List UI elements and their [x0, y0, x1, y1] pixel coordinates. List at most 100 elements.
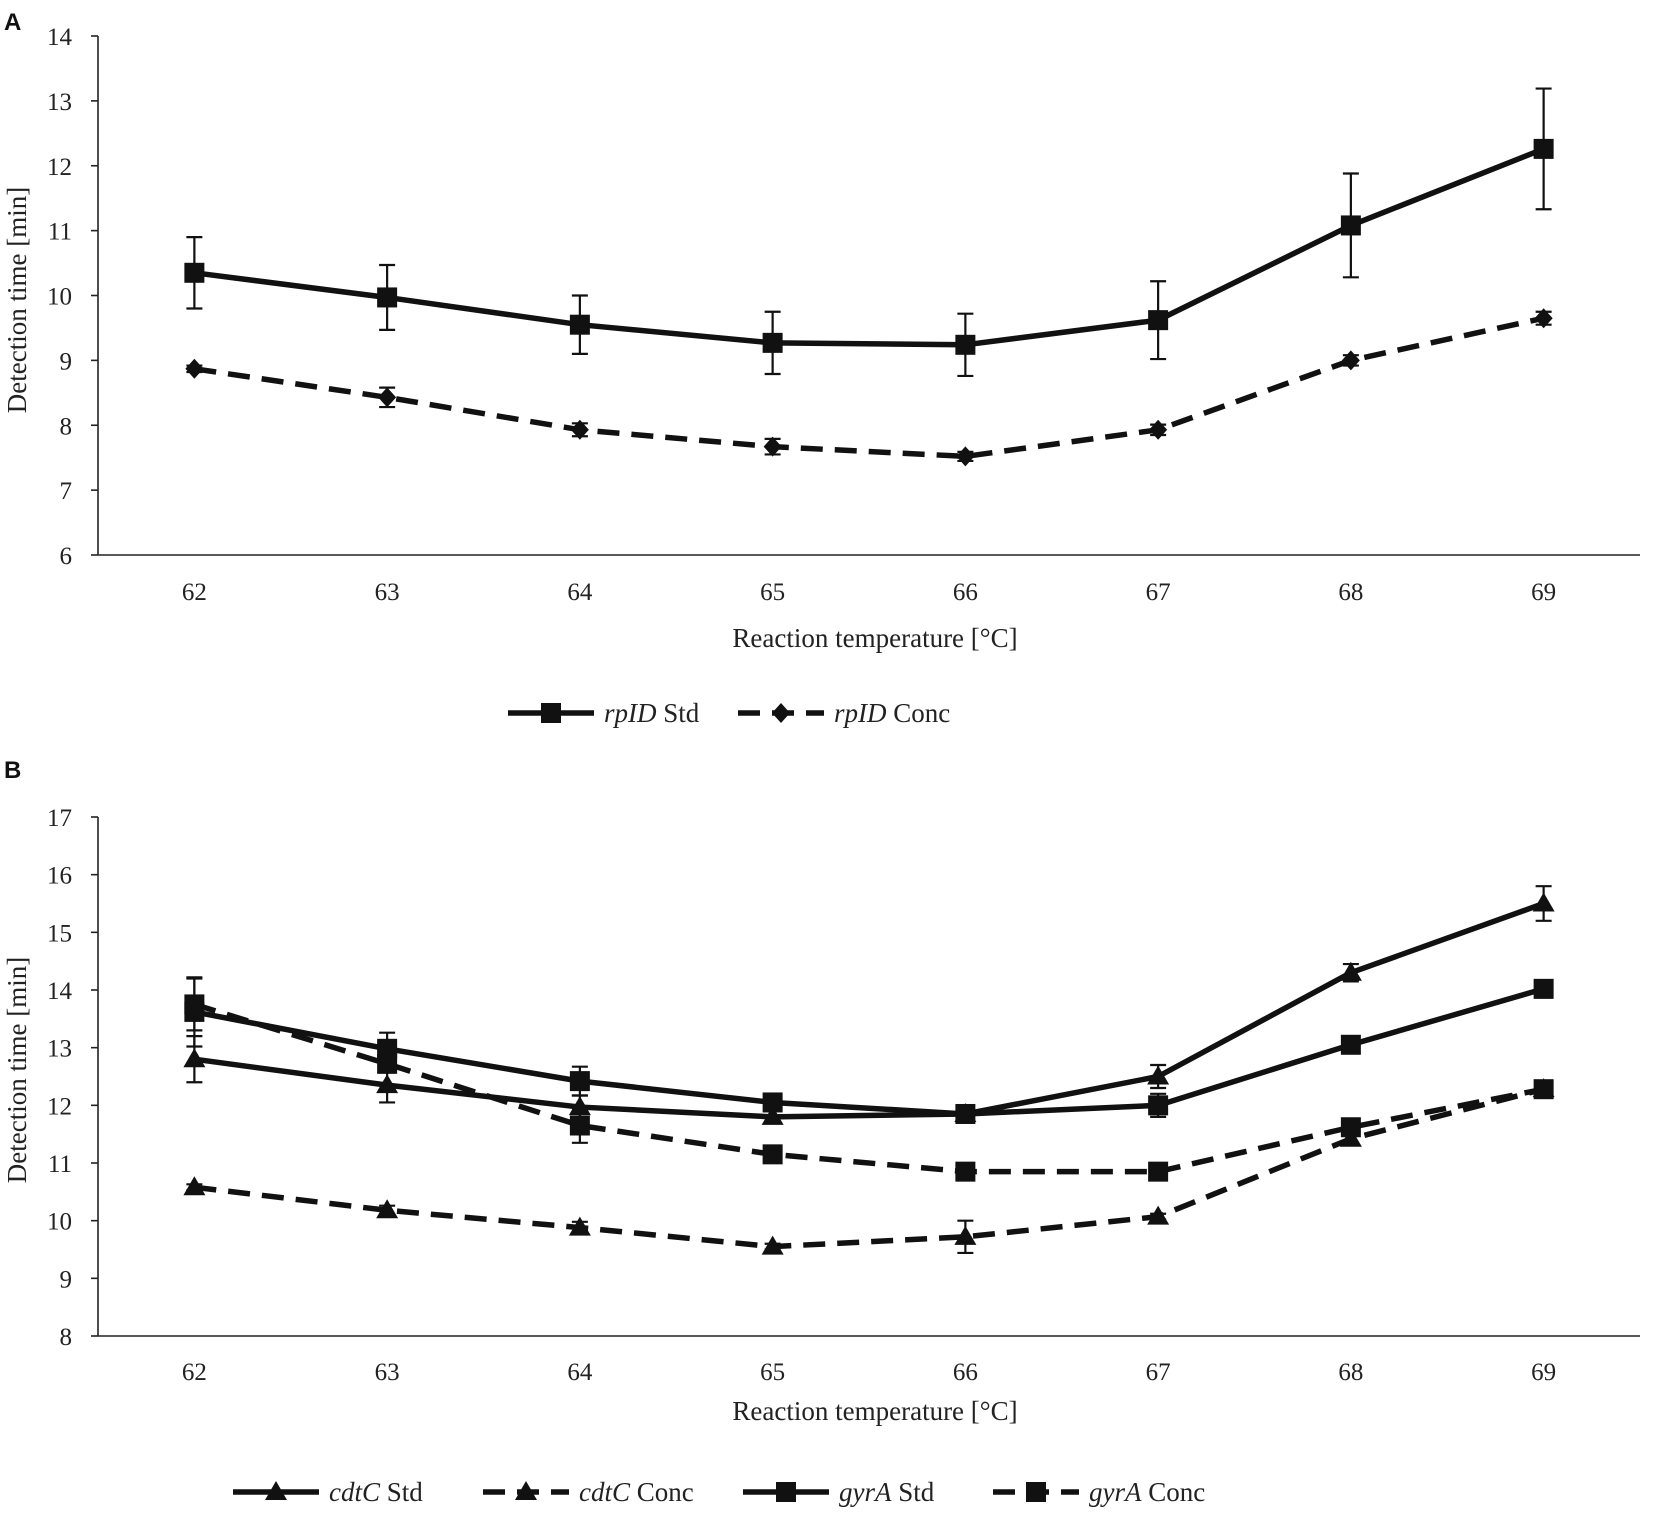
panel-letter-a: A [4, 9, 21, 36]
data-point [1340, 1117, 1361, 1138]
data-point [570, 419, 589, 440]
x-tick-label: 62 [182, 1359, 207, 1386]
panel-b: B 8 9 10 11 12 13 14 15 16 17 62 63 64 65 66 67 68 69 Rea… [2, 757, 1640, 1507]
legend-marker [772, 703, 790, 723]
series-rpid-conc [185, 308, 1553, 467]
legend-label: cdtC Conc [579, 1477, 694, 1507]
data-point [183, 1176, 206, 1196]
legend-b: cdtC Std cdtC Conc gyrA Std gyrA Conc [233, 1477, 1205, 1507]
data-point [1340, 1034, 1361, 1055]
data-point [1339, 961, 1362, 981]
legend-item-rpid-std: rpID Std [508, 698, 700, 728]
x-axis-title-b: Reaction temperature [°C] [732, 1396, 1017, 1426]
legend-marker [541, 703, 561, 723]
y-tick-label: 14 [47, 24, 73, 51]
x-tick-label: 64 [567, 1359, 593, 1386]
data-point [184, 262, 205, 283]
series-cdtc-conc [183, 1078, 1555, 1255]
data-point [1148, 1095, 1169, 1116]
legend-suffix: Std [891, 1477, 934, 1507]
x-tick-label: 67 [1146, 579, 1171, 606]
legend-label: gyrA Std [839, 1477, 935, 1507]
x-axis-title-a: Reaction temperature [°C] [732, 623, 1017, 653]
series-rpid-std [184, 87, 1554, 378]
x-tick-label: 65 [760, 579, 785, 606]
legend-marker [515, 1481, 537, 1500]
x-tick-label: 68 [1338, 1359, 1363, 1386]
series-gyra-std [184, 976, 1554, 1124]
x-tick-label: 69 [1531, 1359, 1556, 1386]
data-point [377, 1053, 398, 1074]
legend-suffix: Conc [1141, 1477, 1205, 1507]
data-point [1339, 1127, 1362, 1147]
data-point [1148, 310, 1169, 331]
y-tick-label: 13 [47, 1036, 72, 1063]
legend-label: rpID Std [604, 698, 700, 728]
y-axis-title-a: Detection time [min] [2, 187, 32, 413]
legend-a: rpID Std rpID Conc [508, 698, 950, 728]
x-tick-label: 68 [1338, 579, 1363, 606]
data-point [761, 1235, 784, 1255]
x-tick-label: 67 [1146, 1359, 1171, 1386]
data-point [184, 994, 205, 1015]
y-tick-label: 16 [47, 863, 72, 890]
series-line-rpid-conc [193, 315, 1545, 460]
y-tick-label: 17 [47, 805, 72, 832]
y-tick-label: 12 [47, 1093, 72, 1120]
data-point [378, 387, 397, 408]
data-point [569, 1071, 590, 1092]
data-point [183, 1048, 206, 1068]
data-point [1533, 978, 1554, 999]
legend-suffix: Conc [887, 698, 951, 728]
legend-item-rpid-conc: rpID Conc [738, 698, 950, 728]
x-tick-label: 62 [182, 579, 207, 606]
y-axis-title-b: Detection time [min] [2, 957, 32, 1183]
data-point [954, 1225, 977, 1245]
y-tick-label: 6 [60, 543, 73, 570]
data-point [568, 1096, 591, 1116]
data-point [761, 1105, 784, 1125]
data-point [376, 1199, 399, 1219]
data-point [568, 1216, 591, 1236]
y-tick-label: 9 [60, 348, 73, 375]
data-point [762, 332, 783, 353]
y-tick-label: 11 [48, 219, 72, 246]
legend-item-cdtc-conc: cdtC Conc [483, 1477, 694, 1507]
x-tick-label: 63 [375, 579, 400, 606]
legend-marker [265, 1481, 287, 1500]
legend-item-gyra-std: gyrA Std [743, 1477, 935, 1507]
series-line-rpid-std [194, 146, 1545, 348]
legend-item-cdtc-std: cdtC Std [233, 1477, 423, 1507]
legend-label: gyrA Conc [1089, 1477, 1205, 1507]
y-tick-label: 10 [47, 284, 72, 311]
legend-suffix: Std [380, 1477, 423, 1507]
series-line-gyra-conc [193, 1001, 1545, 1175]
data-point [1533, 1079, 1554, 1100]
legend-label: cdtC Std [329, 1477, 423, 1507]
legend-gene: cdtC [329, 1477, 381, 1507]
data-point [569, 1115, 590, 1136]
x-tick-label: 66 [953, 579, 978, 606]
x-tick-label: 65 [760, 1359, 785, 1386]
y-tick-label: 11 [48, 1151, 72, 1178]
series-cdtc-std [183, 885, 1555, 1125]
data-point [955, 334, 976, 355]
data-point [955, 1161, 976, 1182]
legend-gene: rpID [604, 698, 657, 728]
legend-gene: cdtC [579, 1477, 631, 1507]
legend-suffix: Std [657, 698, 700, 728]
legend-marker [1026, 1482, 1046, 1502]
legend-gene: rpID [834, 698, 887, 728]
data-point [1147, 1205, 1170, 1225]
data-point [569, 314, 590, 335]
data-point [1148, 1161, 1169, 1182]
data-point [762, 1092, 783, 1113]
y-tick-label: 8 [60, 1324, 73, 1351]
y-tick-label: 9 [60, 1266, 73, 1293]
data-point [1149, 419, 1168, 440]
x-tick-label: 64 [567, 579, 593, 606]
series-gyra-conc [184, 977, 1554, 1182]
data-point [1533, 138, 1554, 159]
